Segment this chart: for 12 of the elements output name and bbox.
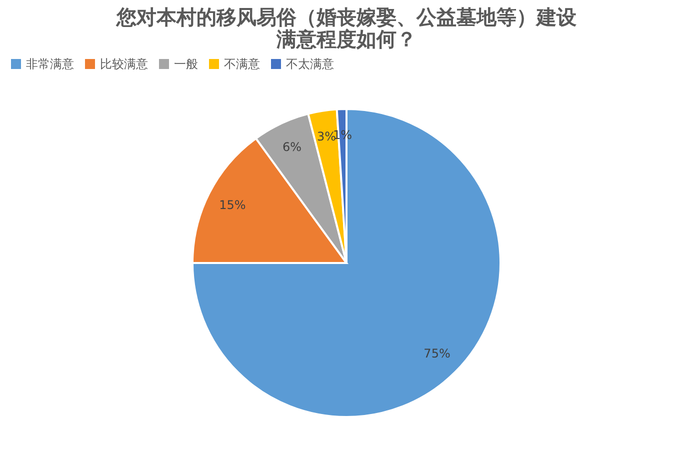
data-label: 3% [316,130,336,144]
data-label: 6% [282,140,302,154]
text: 满意程度如何？ [276,27,416,51]
legend-label: 不满意 [224,57,260,71]
legend-label: 比较满意 [100,57,148,71]
pie-slice [192,108,502,418]
legend-label: 不太满意 [286,57,334,71]
data-label: 75% [424,346,450,361]
text: 您对本村的移风易俗（婚丧嫁娶、公益墓地等）建设 [116,5,576,29]
legend-label: 一般 [174,57,198,71]
legend-label: 非常满意 [26,57,74,71]
data-label: 15% [219,198,246,212]
